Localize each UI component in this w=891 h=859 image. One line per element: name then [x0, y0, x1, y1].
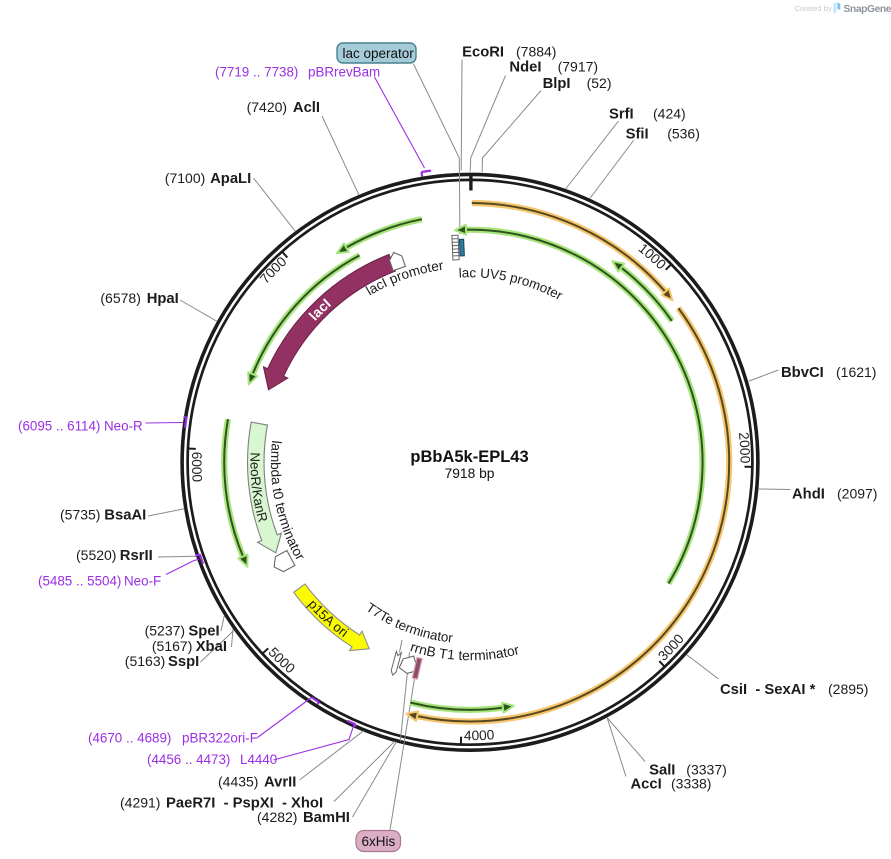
svg-text:(6578)HpaI: (6578) HpaI: [100, 290, 178, 307]
svg-text:4000: 4000: [464, 727, 495, 743]
svg-text:BbvCI(1621): BbvCI (1621): [781, 364, 876, 381]
svg-text:(7100)ApaLI: (7100) ApaLI: [165, 170, 251, 187]
svg-text:(4670 .. 4689)pBR322ori-F: (4670 .. 4689) pBR322ori-F: [88, 731, 258, 746]
svg-text:(4435)AvrII: (4435) AvrII: [218, 774, 296, 791]
svg-text:BlpI(52): BlpI (52): [543, 75, 612, 92]
svg-text:SfiI(536): SfiI (536): [626, 126, 700, 143]
svg-text:SnapGene: SnapGene: [844, 4, 891, 15]
svg-text:(4456 .. 4473)L4440: (4456 .. 4473) L4440: [147, 752, 277, 767]
svg-text:(5520)RsrII: (5520) RsrII: [76, 547, 153, 564]
svg-text:(7719 .. 7738)pBRrevBam: (7719 .. 7738) pBRrevBam: [215, 65, 380, 80]
svg-text:AhdI(2097): AhdI (2097): [792, 486, 877, 503]
svg-text:(5167)XbaI: (5167) XbaI: [152, 638, 227, 655]
svg-text:6000: 6000: [189, 452, 205, 483]
svg-text:AccI(3338): AccI (3338): [631, 776, 712, 793]
svg-text:6xHis: 6xHis: [362, 834, 396, 849]
svg-text:pBbA5k-EPL43: pBbA5k-EPL43: [410, 448, 528, 466]
svg-text:SrfI(424): SrfI (424): [609, 106, 686, 123]
svg-text:lac operator: lac operator: [343, 46, 415, 61]
svg-text:(4282)BamHI: (4282) BamHI: [257, 809, 350, 826]
svg-text:SalI(3337): SalI (3337): [649, 762, 727, 779]
svg-text:(5237)SpeI: (5237) SpeI: [145, 623, 220, 640]
svg-text:(5735)BsaAI: (5735) BsaAI: [60, 507, 146, 524]
svg-text:(4291)PaeR7I - PspXI - XhoI: (4291) PaeR7I - PspXI - XhoI: [120, 795, 323, 812]
svg-text:(6095 .. 6114)Neo-R: (6095 .. 6114) Neo-R: [18, 419, 143, 434]
svg-text:CsiI - SexAI *(2895): CsiI - SexAI * (2895): [720, 681, 868, 698]
svg-text:(5485 .. 5504)Neo-F: (5485 .. 5504) Neo-F: [38, 574, 161, 589]
svg-text:(7420)AclI: (7420) AclI: [247, 99, 320, 116]
svg-text:EcoRI(7884): EcoRI (7884): [462, 44, 556, 61]
svg-text:Created by: Created by: [795, 4, 832, 13]
svg-text:NdeI(7917): NdeI (7917): [509, 59, 598, 76]
svg-text:7918 bp: 7918 bp: [445, 466, 495, 481]
svg-text:(5163)SspI: (5163) SspI: [125, 653, 199, 670]
